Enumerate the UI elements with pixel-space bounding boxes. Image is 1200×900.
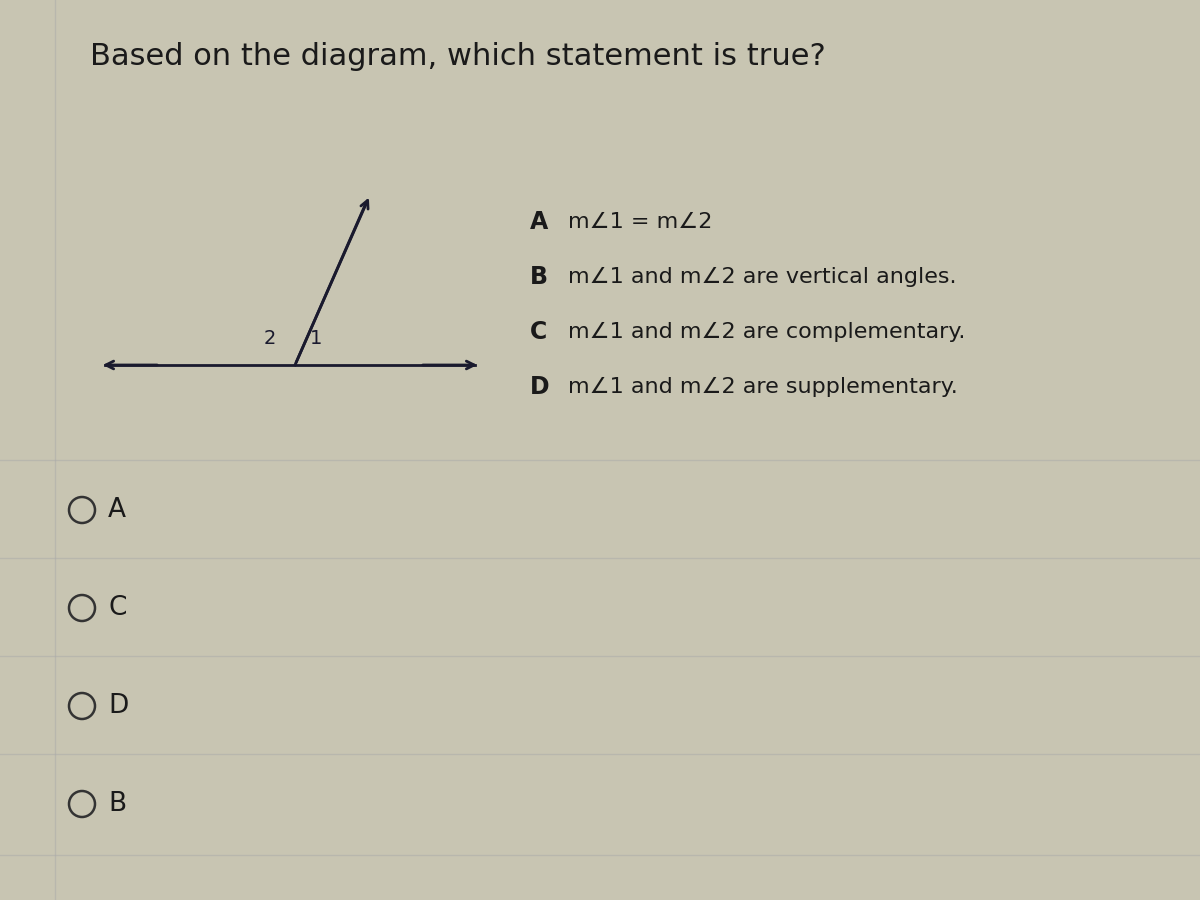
Text: D: D: [530, 375, 550, 399]
Text: B: B: [108, 791, 126, 817]
Text: C: C: [530, 320, 547, 344]
Text: 2: 2: [264, 329, 276, 348]
Text: B: B: [530, 265, 548, 289]
Text: A: A: [530, 210, 548, 234]
Text: D: D: [108, 693, 128, 719]
Text: m∠1 and m∠2 are vertical angles.: m∠1 and m∠2 are vertical angles.: [568, 267, 956, 287]
Text: Based on the diagram, which statement is true?: Based on the diagram, which statement is…: [90, 42, 826, 71]
Text: C: C: [108, 595, 126, 621]
Text: m∠1 and m∠2 are supplementary.: m∠1 and m∠2 are supplementary.: [568, 377, 958, 397]
Text: 1: 1: [310, 329, 322, 348]
Text: m∠1 = m∠2: m∠1 = m∠2: [568, 212, 713, 232]
Text: A: A: [108, 497, 126, 523]
Text: m∠1 and m∠2 are complementary.: m∠1 and m∠2 are complementary.: [568, 322, 965, 342]
